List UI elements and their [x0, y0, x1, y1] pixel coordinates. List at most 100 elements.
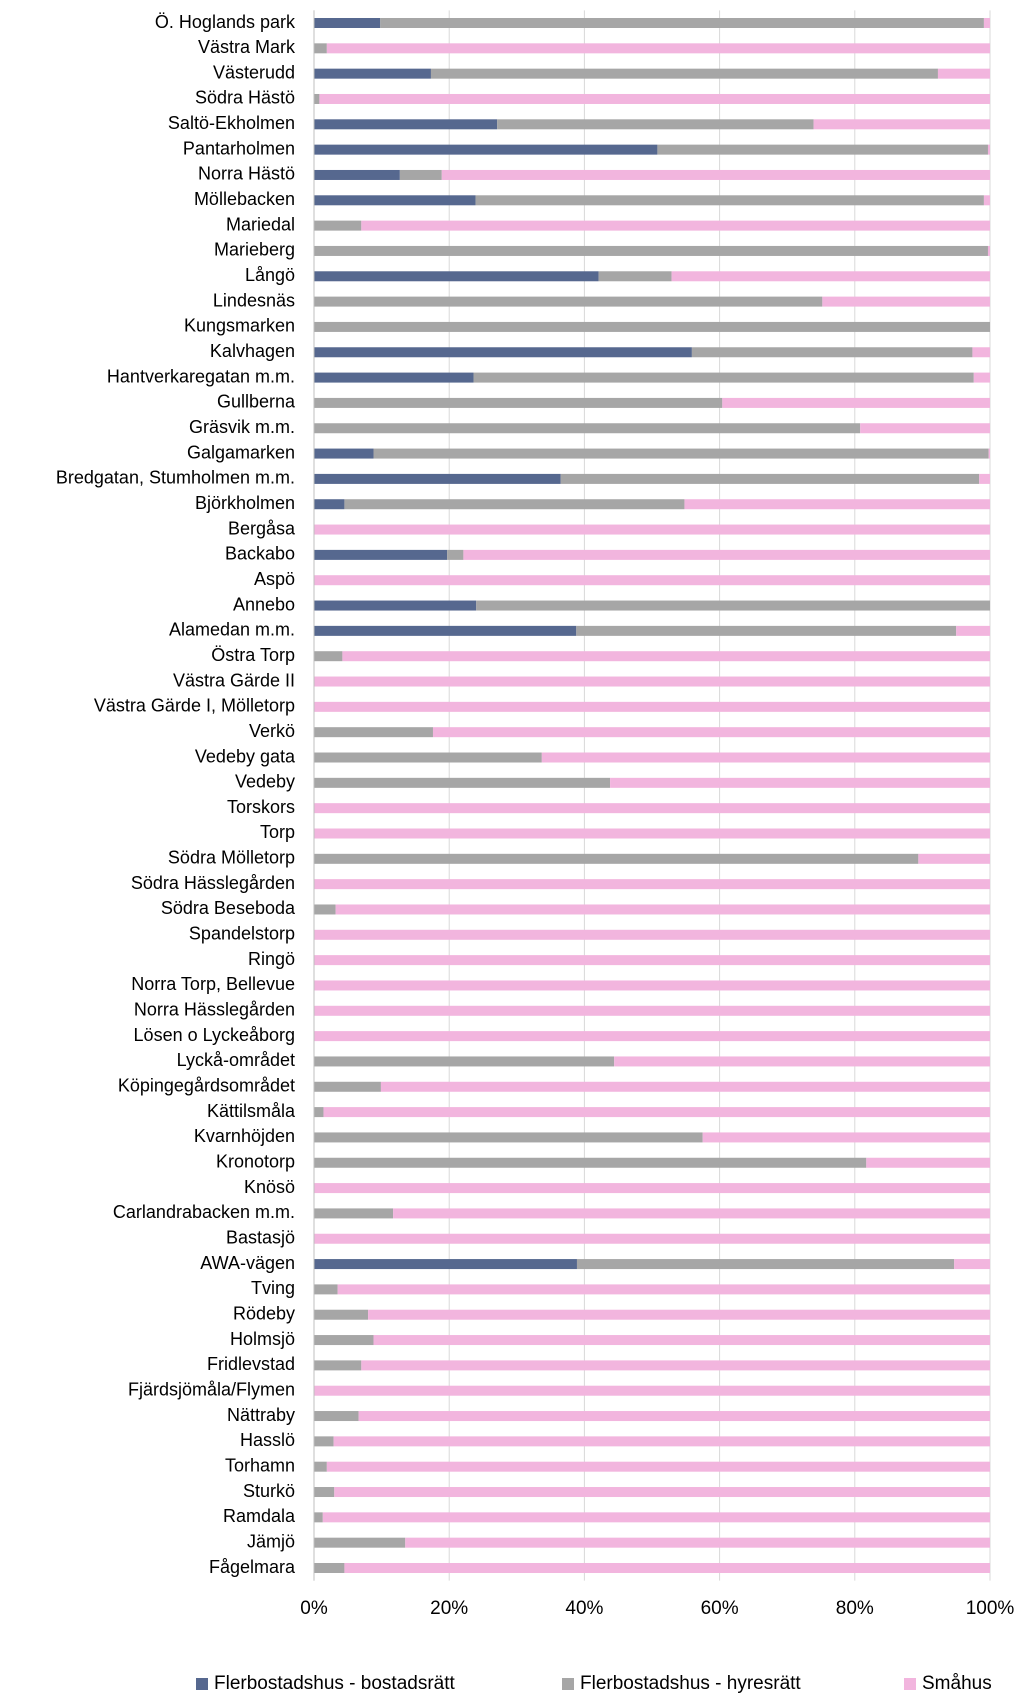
y-tick-label: Södra Beseboda [161, 898, 296, 918]
bar-segment [358, 1411, 991, 1422]
y-tick-label: Fjärdsjömåla/Flymen [128, 1379, 295, 1399]
y-tick-label: Vedeby [235, 772, 295, 792]
y-tick-label: Lyckå-området [177, 1050, 295, 1070]
bar-segment [314, 1284, 338, 1295]
bar-segment [314, 195, 476, 206]
bar-segment [956, 625, 990, 636]
bar-segment [314, 321, 990, 332]
y-tick-label: Pantarholmen [183, 138, 295, 158]
bar-segment [314, 1461, 327, 1472]
bar-segment [342, 651, 991, 662]
bar-segment [983, 195, 990, 206]
bar-segment [314, 929, 990, 940]
bar-segment [373, 1335, 990, 1346]
bar-segment [314, 980, 990, 991]
y-tick-label: Fridlevstad [207, 1354, 295, 1374]
bar-segment [314, 1487, 335, 1498]
bar-segment [314, 296, 823, 307]
bar-segment [344, 1563, 990, 1573]
bar-segment [314, 955, 990, 966]
y-tick-label: Bergåsa [228, 518, 296, 538]
bar-segment [314, 651, 343, 662]
bar-segment [314, 1512, 323, 1523]
bar-segment [322, 1512, 991, 1523]
y-tick-label: Björkholmen [195, 493, 295, 513]
bar-segment [813, 119, 990, 130]
y-tick-label: Gräsvik m.m. [189, 417, 295, 437]
y-tick-label: AWA-vägen [200, 1253, 295, 1273]
bar-segment [314, 347, 692, 358]
bar-segment [722, 397, 990, 408]
y-tick-label: Torhamn [225, 1455, 295, 1475]
legend-label: Flerbostadshus - hyresrätt [580, 1673, 801, 1694]
bar-segment [314, 448, 374, 459]
y-tick-label: Torp [260, 822, 295, 842]
y-tick-label: Köpingegårdsområdet [118, 1076, 295, 1096]
x-tick-label: 40% [565, 1598, 603, 1619]
legend-swatch [904, 1678, 916, 1690]
bar-segment [337, 1284, 990, 1295]
bar-segment [983, 18, 990, 28]
y-tick-label: Gullberna [217, 392, 296, 412]
bar-segment [314, 397, 723, 408]
bar-segment [684, 499, 990, 510]
bar-segment [473, 372, 974, 383]
y-tick-label: Ö. Hoglands park [155, 12, 296, 32]
y-tick-label: Södra Mölletorp [168, 848, 295, 868]
bar-segment [447, 549, 464, 560]
y-tick-label: Nättraby [227, 1405, 295, 1425]
bar-segment [979, 473, 990, 484]
x-tick-label: 100% [966, 1598, 1015, 1619]
y-tick-label: Västra Gärde I, Mölletorp [94, 696, 295, 716]
bar-segment [373, 448, 989, 459]
bar-segment [368, 1309, 991, 1320]
y-tick-label: Västra Mark [198, 37, 296, 57]
bar-segment [314, 828, 990, 839]
y-tick-label: Galgamarken [187, 442, 295, 462]
bar-segment [361, 1360, 990, 1371]
bar-segment [344, 499, 685, 510]
bar-segment [657, 144, 988, 155]
bar-segment [314, 1233, 990, 1244]
bar-segment [314, 372, 474, 383]
y-tick-label: Kättilsmåla [207, 1101, 296, 1121]
y-tick-label: Rödeby [233, 1303, 295, 1323]
y-tick-label: Västra Gärde II [173, 670, 295, 690]
bar-segment [333, 1436, 990, 1447]
y-tick-label: Kungsmarken [184, 316, 295, 336]
bar-segment [314, 169, 400, 180]
y-tick-label: Långö [245, 265, 295, 285]
bar-segment [972, 347, 990, 358]
bar-segment [314, 676, 990, 687]
bar-segment [822, 296, 990, 307]
y-tick-label: Kronotorp [216, 1152, 295, 1172]
bar-segment [314, 777, 611, 788]
bar-segment [314, 1309, 369, 1320]
y-tick-label: Bastasjö [226, 1227, 295, 1247]
bar-segment [380, 18, 984, 28]
y-tick-label: Kvarnhöjden [194, 1126, 295, 1146]
bar-segment [314, 803, 990, 814]
bar-segment [598, 271, 672, 282]
legend-label: Småhus [922, 1673, 992, 1694]
bar-segment [560, 473, 980, 484]
bar-segment [314, 1132, 703, 1143]
bar-segment [314, 1107, 324, 1118]
x-tick-label: 60% [701, 1598, 739, 1619]
bar-segment [380, 1081, 990, 1092]
y-tick-label: Hasslö [240, 1430, 295, 1450]
bar-segment [988, 448, 990, 459]
bar-segment [987, 245, 990, 256]
bar-segment [441, 169, 990, 180]
y-tick-label: Lösen o Lyckeåborg [134, 1025, 295, 1045]
y-tick-label: Aspö [254, 569, 295, 589]
bar-segment [476, 600, 990, 611]
y-tick-label: Alamedan m.m. [169, 620, 295, 640]
bar-segment [314, 1259, 577, 1270]
bar-segment [314, 1411, 359, 1422]
bar-segment [314, 245, 988, 256]
bar-segment [671, 271, 990, 282]
bar-segment [314, 1031, 990, 1042]
y-tick-label: Fågelmara [209, 1557, 296, 1577]
